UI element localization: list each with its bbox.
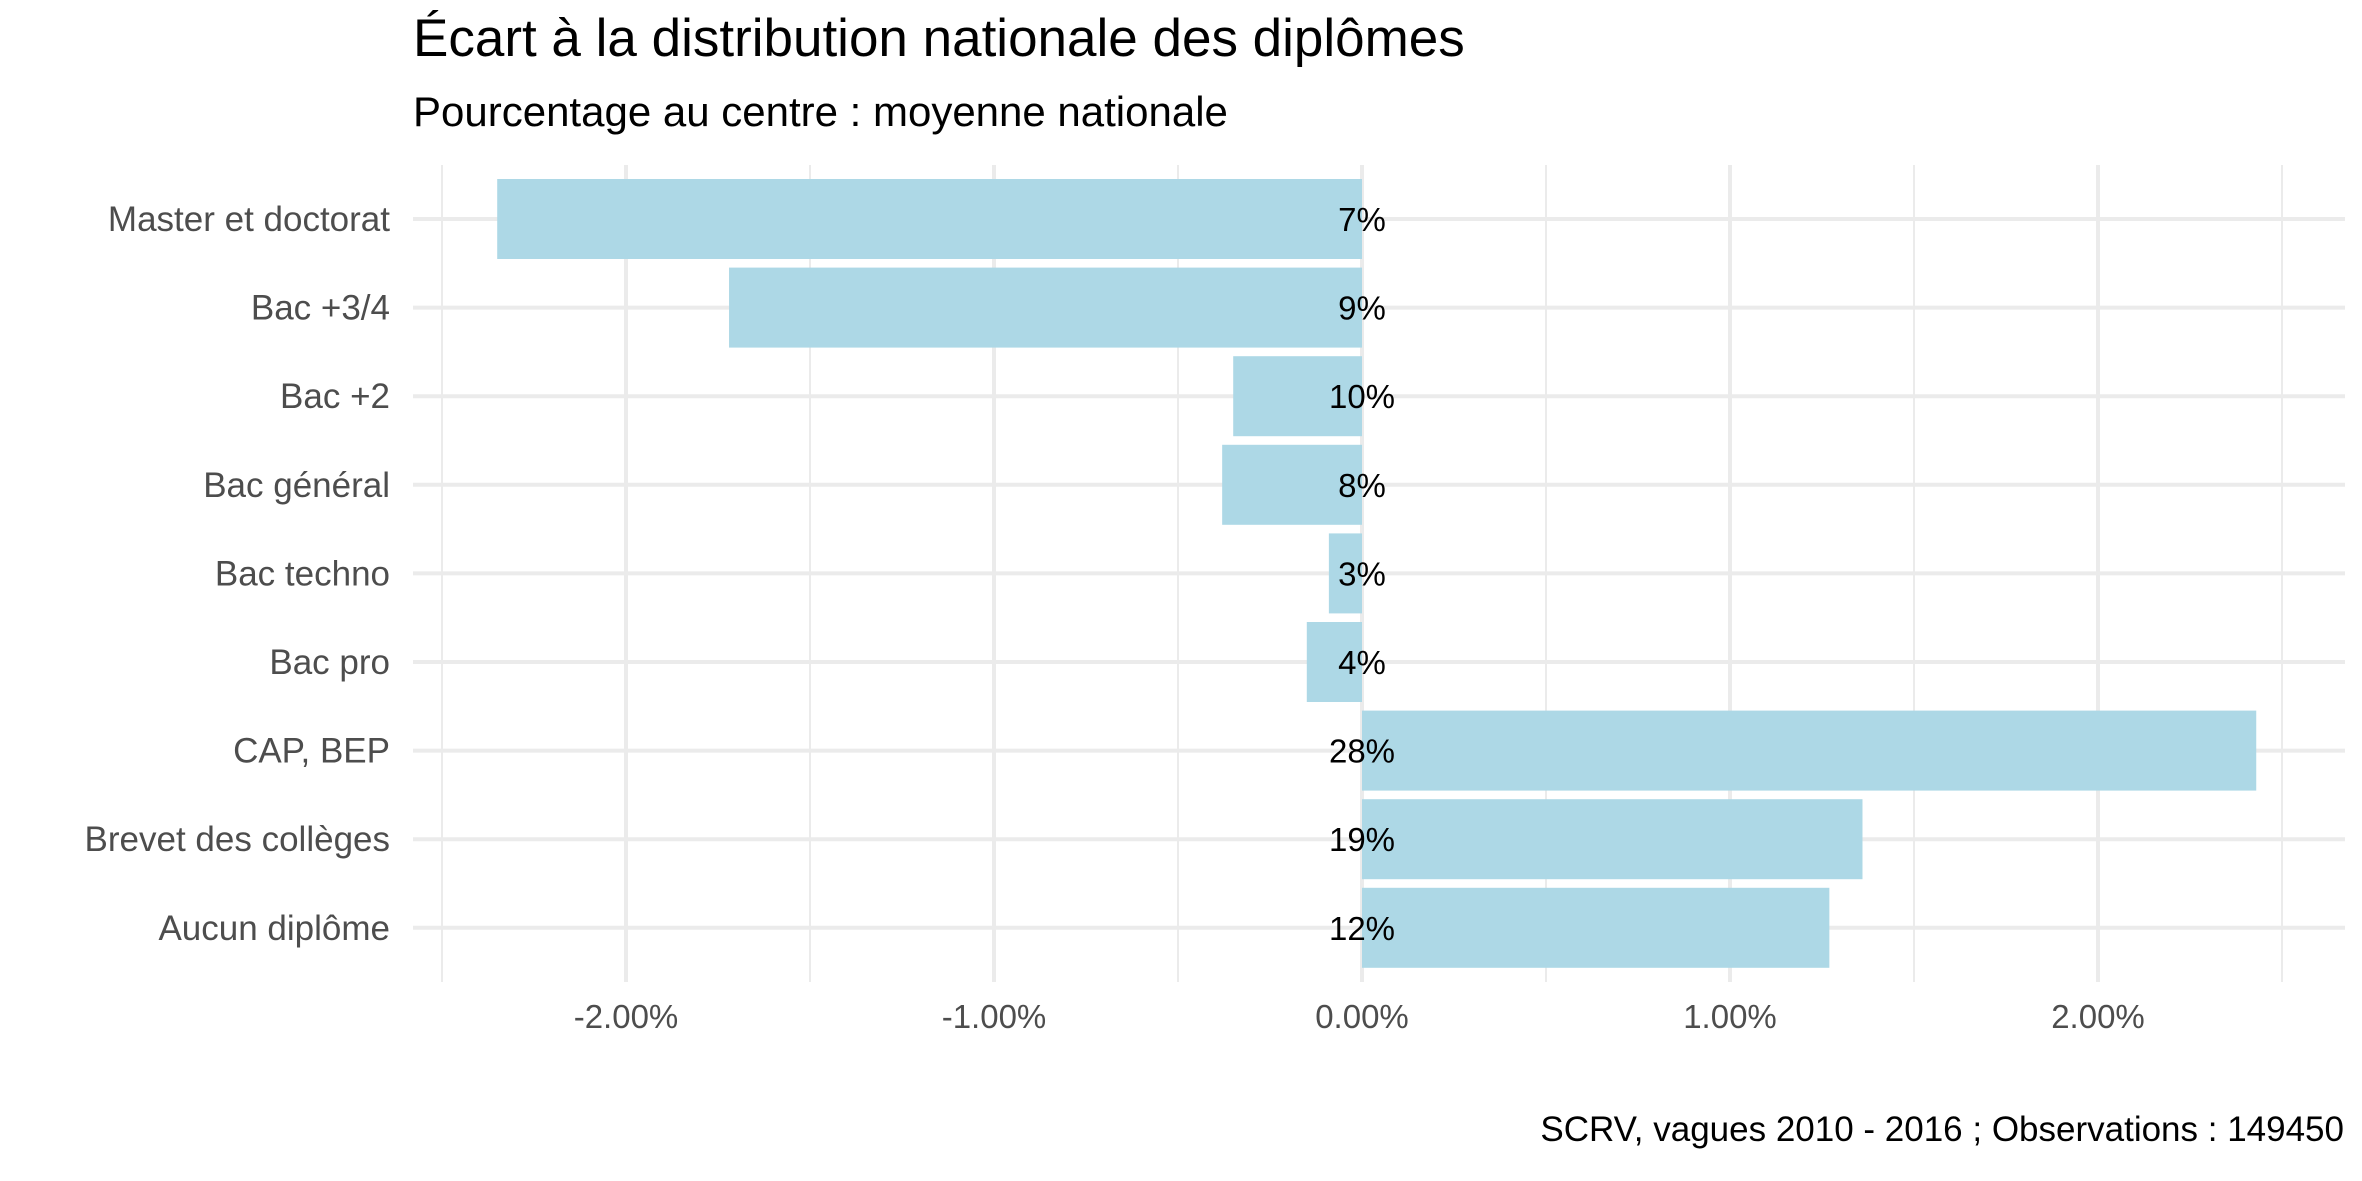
data-label: 12% bbox=[1329, 910, 1395, 947]
x-tick-labels: -2.00% -1.00% 0.00% 1.00% 2.00% bbox=[574, 998, 2145, 1035]
bar bbox=[497, 179, 1362, 259]
x-tick-label: -1.00% bbox=[942, 998, 1047, 1035]
data-label: 4% bbox=[1338, 644, 1386, 681]
data-label: 19% bbox=[1329, 821, 1395, 858]
bar bbox=[1222, 444, 1362, 525]
data-label: 9% bbox=[1338, 290, 1386, 327]
category-label: Bac +3/4 bbox=[251, 289, 390, 328]
category-label: CAP, BEP bbox=[233, 732, 390, 771]
category-label: Bac +2 bbox=[280, 377, 390, 416]
data-label: 7% bbox=[1338, 201, 1386, 238]
bar bbox=[1306, 622, 1362, 702]
x-tick-label: 0.00% bbox=[1315, 998, 1409, 1035]
data-label: 10% bbox=[1329, 378, 1395, 415]
category-label: Aucun diplôme bbox=[158, 909, 390, 948]
chart-caption: SCRV, vagues 2010 - 2016 ; Observations … bbox=[1540, 1110, 2344, 1149]
data-label: 3% bbox=[1338, 555, 1386, 592]
bar bbox=[1328, 533, 1362, 614]
category-label: Brevet des collèges bbox=[85, 820, 390, 859]
category-label: Master et doctorat bbox=[108, 200, 390, 239]
bar bbox=[729, 267, 1362, 348]
bars bbox=[497, 179, 2257, 968]
category-labels: Master et doctorat Bac +3/4 Bac +2 Bac géné… bbox=[85, 200, 391, 948]
bar bbox=[1362, 799, 1863, 880]
category-label: Bac général bbox=[203, 466, 390, 505]
chart-subtitle: Pourcentage au centre : moyenne national… bbox=[413, 88, 1228, 135]
bar bbox=[1362, 887, 1830, 968]
bar bbox=[1362, 710, 2257, 791]
bar bbox=[1233, 356, 1362, 437]
x-tick-label: 2.00% bbox=[2051, 998, 2145, 1035]
data-label: 28% bbox=[1329, 733, 1395, 770]
category-label: Bac pro bbox=[269, 643, 390, 682]
x-tick-label: 1.00% bbox=[1683, 998, 1777, 1035]
chart-title: Écart à la distribution nationale des di… bbox=[413, 9, 1465, 68]
category-label: Bac techno bbox=[215, 554, 390, 593]
data-label: 8% bbox=[1338, 467, 1386, 504]
x-tick-label: -2.00% bbox=[574, 998, 679, 1035]
data-labels: 7% 9% 10% 8% 3% 4% 28% 19% 12% bbox=[1329, 201, 1395, 947]
